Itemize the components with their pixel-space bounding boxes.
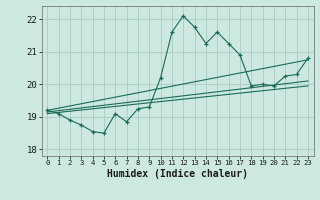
X-axis label: Humidex (Indice chaleur): Humidex (Indice chaleur) [107,169,248,179]
